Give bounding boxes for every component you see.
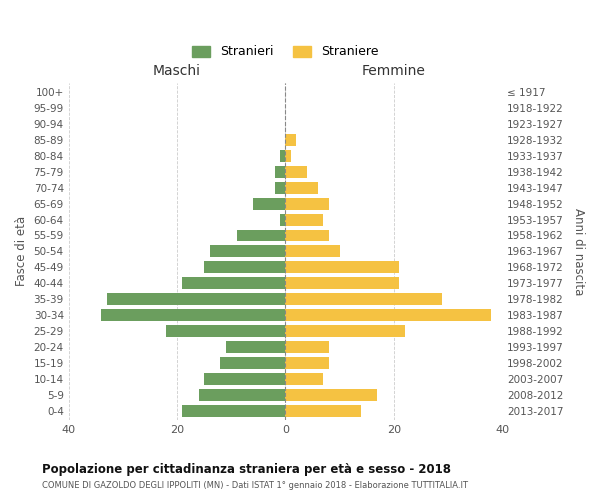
Bar: [204, 262, 286, 274]
Bar: [286, 214, 323, 226]
Bar: [101, 309, 286, 321]
Bar: [286, 357, 329, 369]
Bar: [204, 373, 286, 384]
Bar: [286, 198, 329, 209]
Bar: [286, 150, 291, 162]
Bar: [253, 198, 286, 209]
Text: COMUNE DI GAZOLDO DEGLI IPPOLITI (MN) - Dati ISTAT 1° gennaio 2018 - Elaborazion: COMUNE DI GAZOLDO DEGLI IPPOLITI (MN) - …: [42, 481, 468, 490]
Bar: [209, 246, 286, 258]
Bar: [280, 150, 286, 162]
Bar: [286, 262, 399, 274]
Bar: [286, 373, 323, 384]
Legend: Stranieri, Straniere: Stranieri, Straniere: [188, 42, 383, 62]
Bar: [286, 230, 329, 241]
Bar: [286, 166, 307, 178]
Y-axis label: Fasce di età: Fasce di età: [15, 216, 28, 286]
Bar: [182, 278, 286, 289]
Bar: [107, 293, 286, 305]
Bar: [286, 182, 318, 194]
Bar: [220, 357, 286, 369]
Bar: [166, 325, 286, 337]
Bar: [275, 166, 286, 178]
Bar: [286, 246, 340, 258]
Bar: [286, 134, 296, 146]
Bar: [182, 404, 286, 416]
Bar: [286, 325, 404, 337]
Bar: [280, 214, 286, 226]
Bar: [286, 278, 399, 289]
Bar: [275, 182, 286, 194]
Text: Maschi: Maschi: [153, 64, 201, 78]
Bar: [286, 388, 377, 400]
Bar: [199, 388, 286, 400]
Bar: [236, 230, 286, 241]
Text: Popolazione per cittadinanza straniera per età e sesso - 2018: Popolazione per cittadinanza straniera p…: [42, 462, 451, 475]
Bar: [286, 293, 442, 305]
Bar: [286, 341, 329, 353]
Y-axis label: Anni di nascita: Anni di nascita: [572, 208, 585, 295]
Bar: [286, 309, 491, 321]
Bar: [286, 404, 361, 416]
Bar: [226, 341, 286, 353]
Text: Femmine: Femmine: [362, 64, 425, 78]
